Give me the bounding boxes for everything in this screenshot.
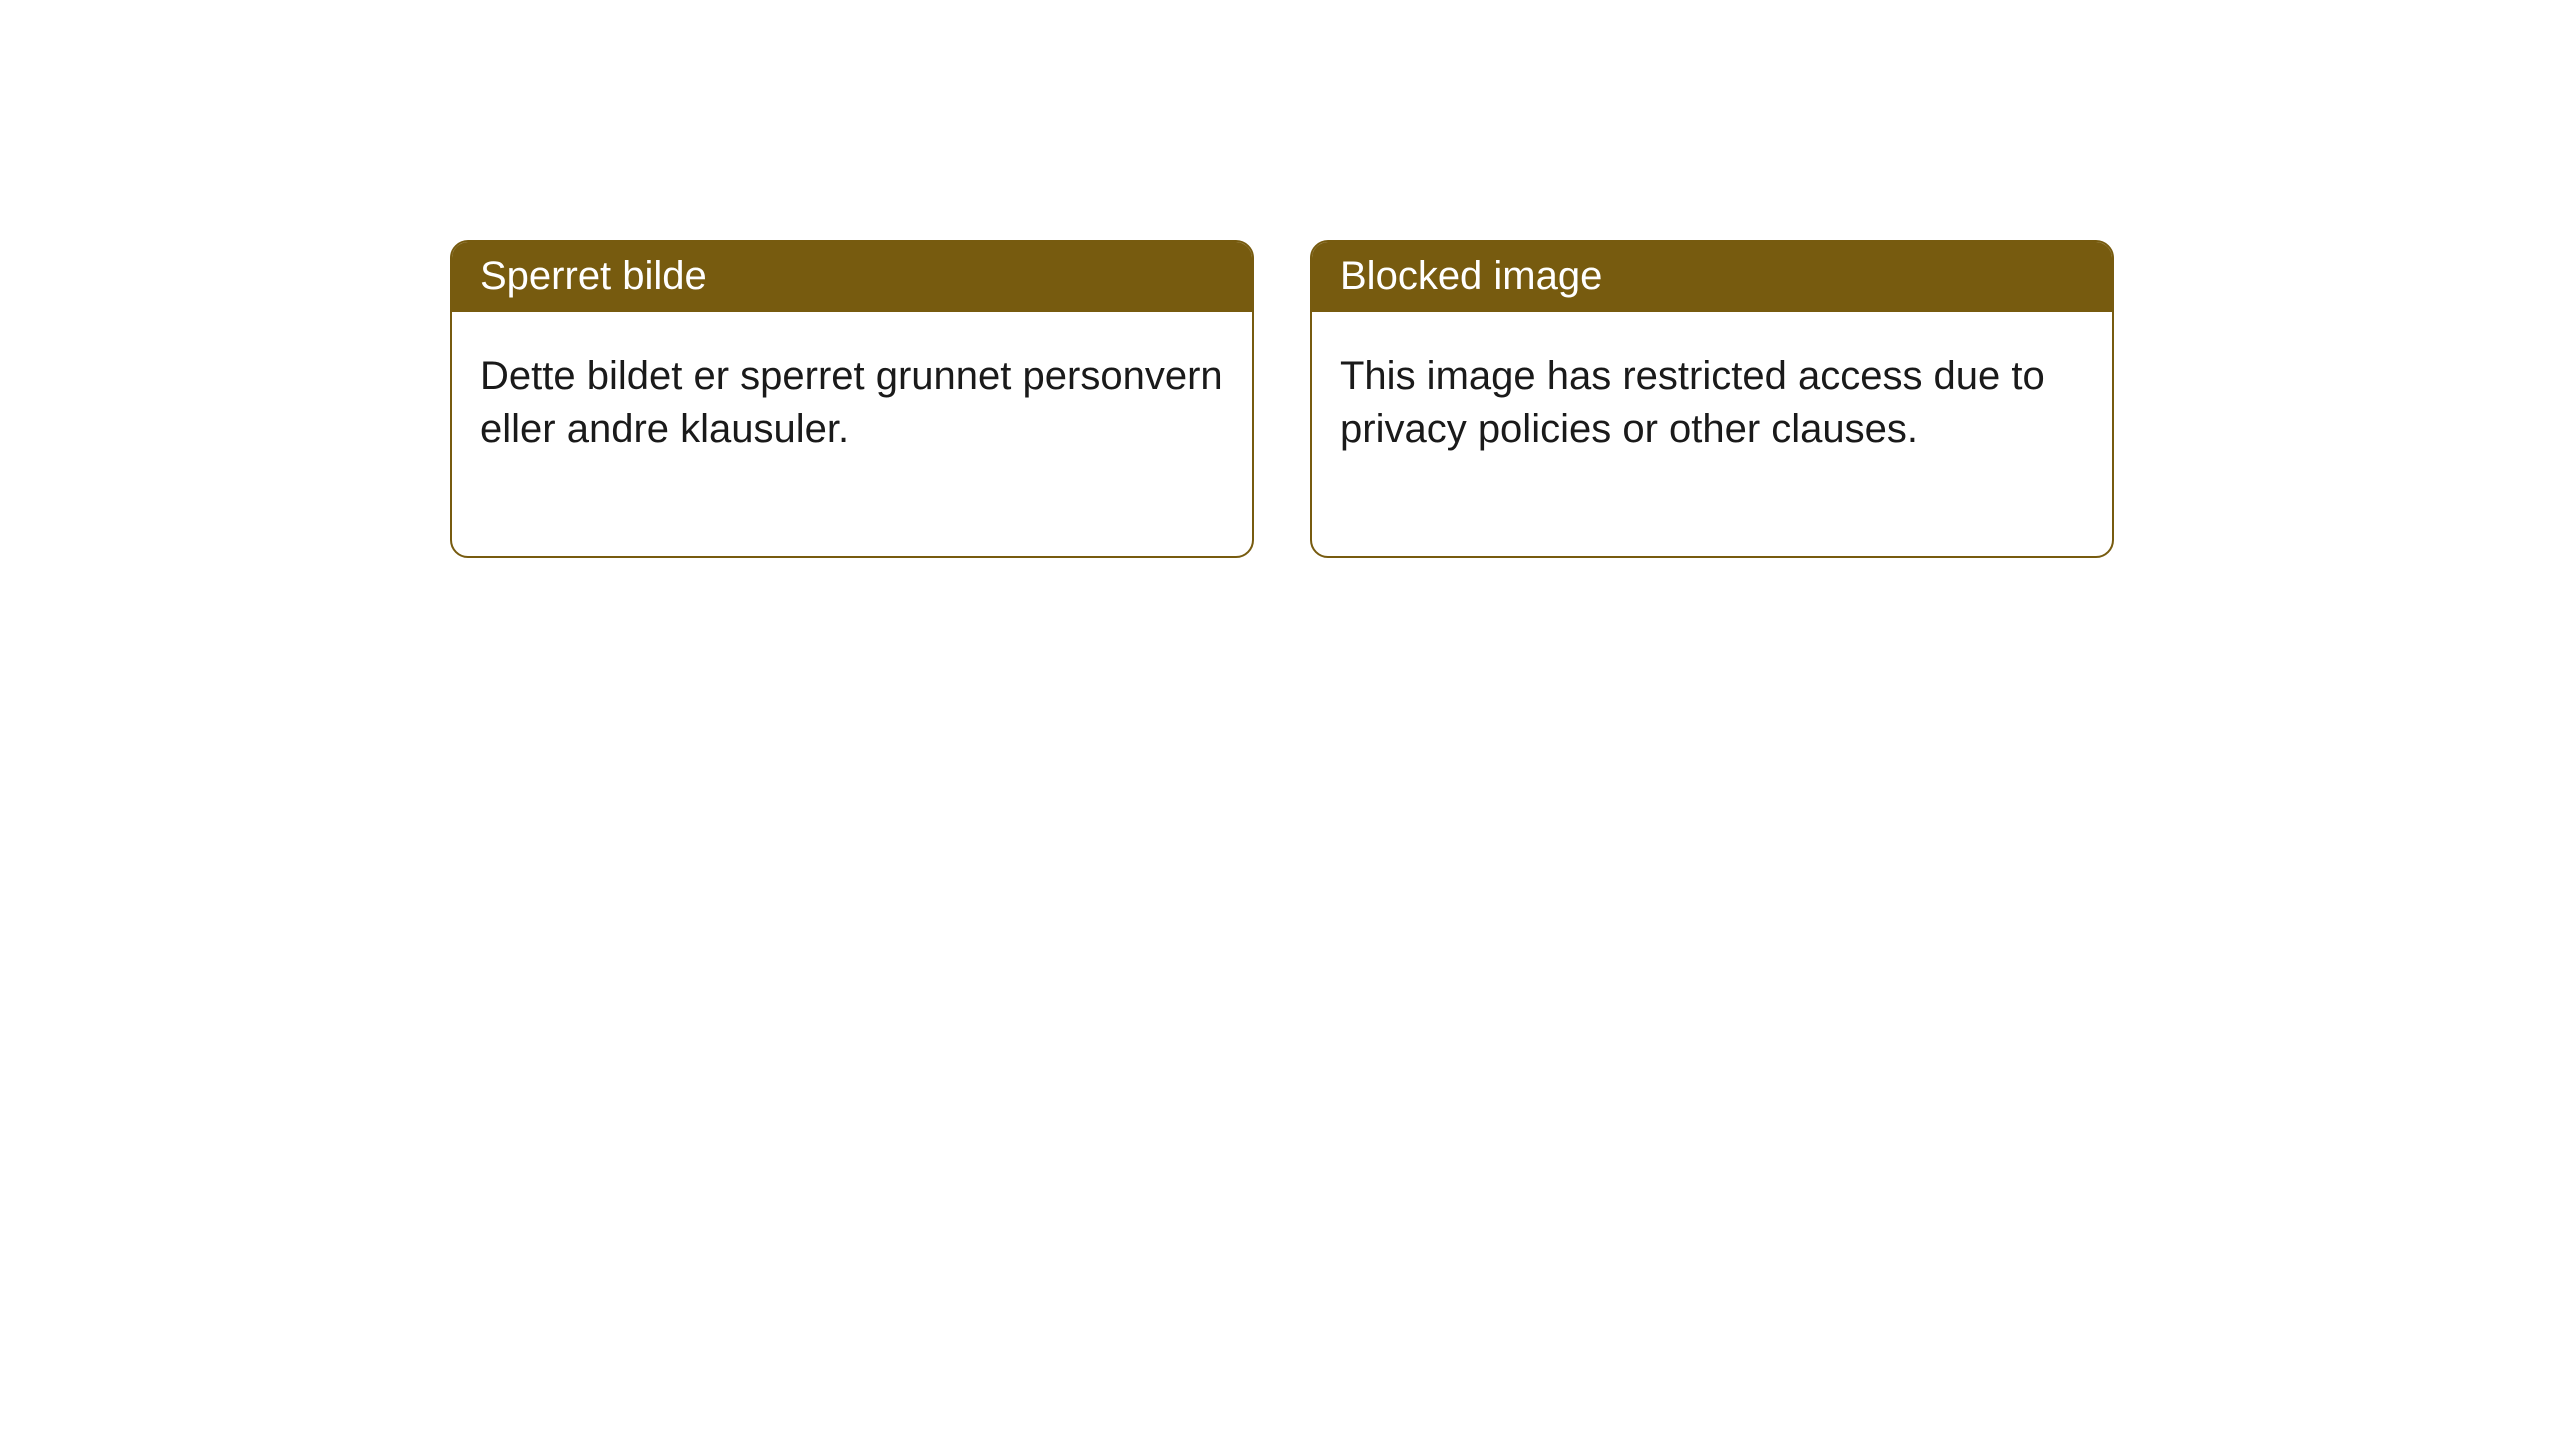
notice-header: Blocked image <box>1312 242 2112 312</box>
notice-container: Sperret bilde Dette bildet er sperret gr… <box>450 240 2114 558</box>
notice-body: Dette bildet er sperret grunnet personve… <box>452 312 1252 556</box>
notice-card-norwegian: Sperret bilde Dette bildet er sperret gr… <box>450 240 1254 558</box>
notice-card-english: Blocked image This image has restricted … <box>1310 240 2114 558</box>
notice-title: Sperret bilde <box>480 254 707 298</box>
notice-header: Sperret bilde <box>452 242 1252 312</box>
notice-text: Dette bildet er sperret grunnet personve… <box>480 354 1223 451</box>
notice-body: This image has restricted access due to … <box>1312 312 2112 556</box>
notice-text: This image has restricted access due to … <box>1340 354 2045 451</box>
notice-title: Blocked image <box>1340 254 1602 298</box>
